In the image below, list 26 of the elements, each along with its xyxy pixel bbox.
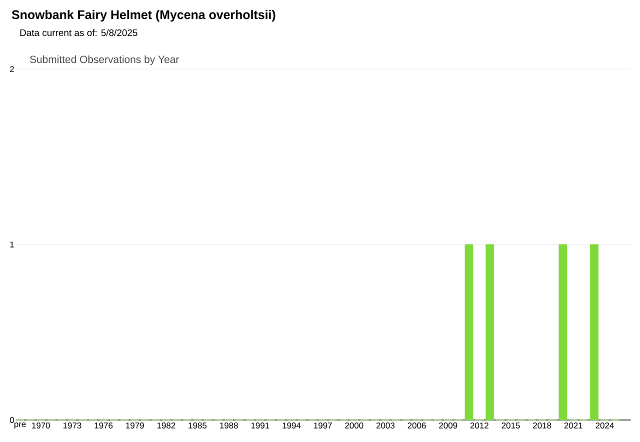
x-tick-label: 1991	[251, 422, 270, 428]
y-tick-label: 0	[10, 416, 14, 423]
x-tick-label: 2018	[533, 422, 552, 428]
x-tick-label: 1985	[188, 422, 207, 428]
chart-subtitle: Data current as of: 5/8/2025	[20, 29, 138, 36]
x-tick-label: 2003	[376, 422, 395, 428]
x-tick-label: 2015	[502, 422, 520, 428]
x-tick-label: 1973	[63, 422, 82, 428]
x-tick-label: 2006	[408, 422, 426, 428]
x-tick-label: 1982	[157, 422, 176, 428]
chart-title: Snowbank Fairy Helmet (Mycena overholtsii)	[12, 10, 276, 22]
y-tick-label: 1	[10, 242, 14, 248]
x-tick-label: 2021	[564, 422, 582, 428]
x-tick-label: 1979	[126, 422, 144, 428]
x-tick-label: 1988	[220, 422, 238, 428]
text: Submitted Observations by Year	[30, 55, 179, 66]
x-tick-label: 2009	[439, 422, 458, 428]
x-tick-label: 2012	[470, 422, 488, 428]
x-tick-label: 1970	[32, 422, 50, 428]
x-tick-label: 1997	[314, 422, 332, 428]
y-tick-label: 2	[10, 66, 14, 72]
x-tick-label: 2024	[596, 422, 614, 428]
x-tick-label: 2000	[345, 422, 364, 428]
x-tick-label: 1994	[282, 422, 301, 428]
x-tick-label: 1976	[94, 422, 113, 428]
x-tick-label: pre	[14, 422, 26, 429]
